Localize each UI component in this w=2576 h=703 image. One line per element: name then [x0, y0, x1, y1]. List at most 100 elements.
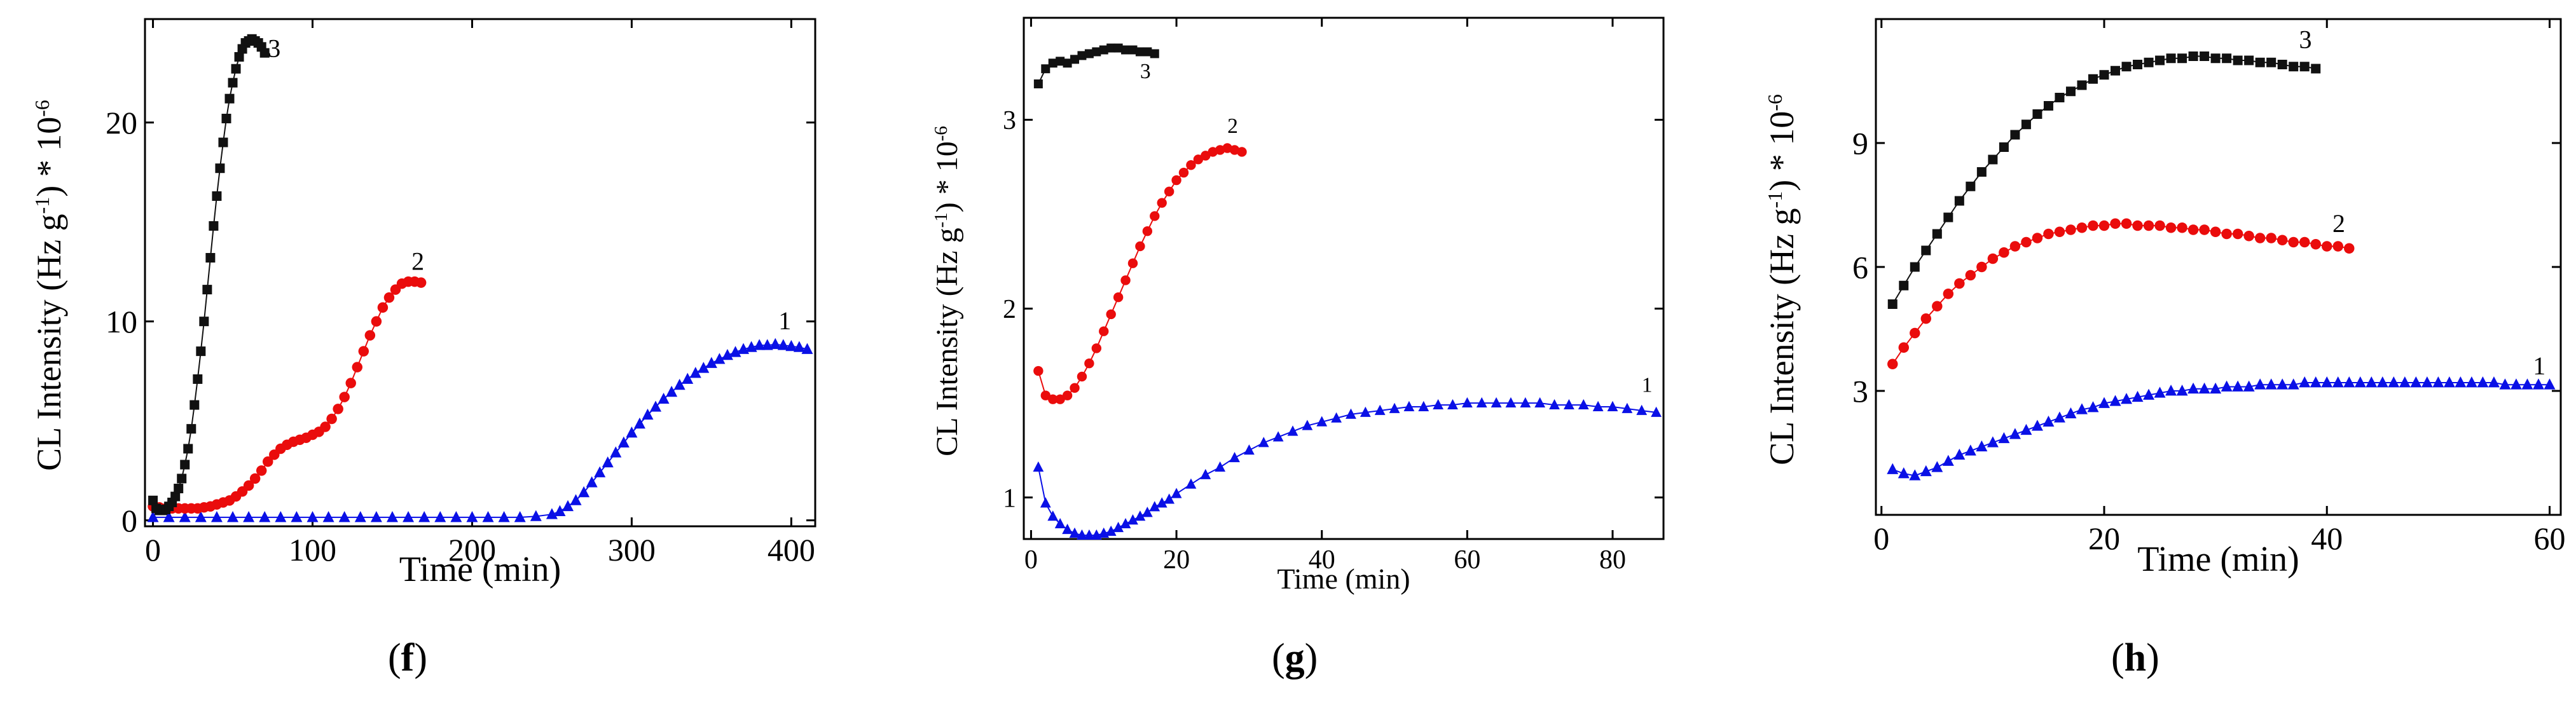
- series-1: 1: [147, 306, 813, 522]
- data-point: [1040, 390, 1050, 400]
- data-point: [2143, 388, 2155, 400]
- data-point: [466, 511, 478, 522]
- x-tick-label: 100: [289, 532, 336, 568]
- data-point: [2020, 423, 2032, 435]
- data-point: [1887, 463, 1899, 474]
- data-point: [705, 357, 717, 368]
- chart-h-plot: 0 20 40 60 3 6 9 Time (min) CL Intensity (Hz g-1…: [1763, 18, 2565, 579]
- data-point: [2165, 222, 2177, 233]
- series-label: 3: [268, 34, 280, 62]
- data-point: [2098, 397, 2110, 408]
- data-point: [2055, 93, 2065, 102]
- data-point: [1033, 79, 1043, 88]
- y-tick-label: 3: [1852, 374, 1868, 409]
- data-point: [2276, 378, 2289, 390]
- data-point: [1964, 444, 1976, 456]
- x-tick-label: 20: [2088, 521, 2120, 556]
- data-point: [1418, 400, 1429, 411]
- data-point: [1070, 383, 1080, 393]
- data-point: [1062, 390, 1073, 400]
- data-point: [148, 495, 158, 505]
- data-point: [1578, 399, 1589, 409]
- series-line: [1892, 382, 2550, 477]
- x-tick-label: 300: [608, 532, 656, 568]
- plot-frame: [1023, 17, 1665, 540]
- series-1: 1: [1033, 373, 1662, 540]
- data-point: [2388, 376, 2400, 388]
- x-tick-label: 60: [2533, 521, 2565, 556]
- data-point: [1899, 280, 1909, 290]
- data-point: [2021, 119, 2031, 130]
- data-point: [2177, 53, 2187, 64]
- data-point: [371, 316, 382, 327]
- data-point: [666, 385, 678, 397]
- data-point: [2243, 231, 2254, 242]
- panel-label-g-letter: g: [1285, 636, 1305, 679]
- data-point: [1150, 211, 1160, 221]
- data-point: [212, 191, 222, 201]
- y-axis-label-part: CL Intensity (Hz g: [930, 228, 964, 456]
- data-point: [1149, 501, 1161, 512]
- y-tick-label: 20: [106, 105, 137, 140]
- data-point: [761, 339, 773, 350]
- data-point: [403, 511, 415, 522]
- data-point: [2310, 239, 2321, 250]
- data-point: [189, 400, 200, 410]
- data-point: [1041, 64, 1050, 74]
- data-point: [1150, 49, 1159, 58]
- data-point: [1403, 400, 1415, 411]
- data-point: [2143, 220, 2154, 231]
- data-point: [2544, 378, 2556, 390]
- data-point: [1476, 397, 1487, 408]
- data-point: [1331, 412, 1342, 423]
- series-label: 1: [1642, 373, 1653, 397]
- data-point: [2410, 376, 2422, 388]
- data-point: [2310, 376, 2322, 388]
- data-point: [1062, 523, 1073, 535]
- data-point: [721, 348, 733, 360]
- data-point: [2344, 243, 2355, 254]
- data-point: [196, 346, 206, 357]
- data-point: [1374, 404, 1386, 415]
- data-point: [215, 163, 225, 174]
- data-point: [1898, 467, 1910, 479]
- data-point: [1998, 432, 2010, 444]
- data-point: [383, 292, 395, 303]
- data-point: [1966, 181, 1976, 191]
- y-axis-label: CL Intensity (Hz g-1) * 10-6: [30, 100, 68, 471]
- data-point: [2299, 376, 2311, 388]
- chart-panel-f: 0 100 200 300 400 0 10 20 Time (min) CL Intensity…: [0, 0, 846, 703]
- data-point: [2299, 236, 2310, 248]
- x-tick-label: 0: [145, 532, 161, 568]
- series-3: 3: [148, 34, 280, 515]
- panel-label-h: (h): [2111, 636, 2159, 679]
- data-point: [2289, 62, 2299, 72]
- data-point: [1157, 198, 1167, 208]
- x-axis-label: Time (min): [1277, 563, 1410, 595]
- x-tick-label: 80: [1599, 545, 1626, 575]
- data-point: [562, 500, 574, 512]
- data-point: [1909, 469, 1921, 481]
- data-point: [2366, 376, 2378, 388]
- data-point: [1976, 167, 1987, 177]
- data-point: [218, 137, 228, 147]
- data-point: [1048, 58, 1057, 68]
- data-point: [193, 374, 203, 384]
- data-point: [231, 64, 241, 74]
- data-point: [1505, 397, 1517, 408]
- data-point: [418, 511, 430, 522]
- data-point: [1106, 43, 1116, 53]
- data-point: [1943, 212, 1953, 222]
- data-point: [1201, 151, 1211, 161]
- data-point: [2465, 376, 2477, 388]
- x-axis-label: Time (min): [2137, 540, 2299, 579]
- data-point: [1592, 400, 1604, 411]
- chart-g-plot: 0 20 40 60 80 1 2 3 Time (min) CL Intensity (Hz g…: [930, 17, 1665, 595]
- data-point: [2254, 233, 2266, 243]
- data-point: [1258, 437, 1269, 447]
- data-point: [1054, 517, 1066, 529]
- data-point: [339, 392, 350, 402]
- data-point: [2321, 376, 2333, 388]
- data-point: [2488, 376, 2500, 388]
- data-point: [386, 511, 398, 522]
